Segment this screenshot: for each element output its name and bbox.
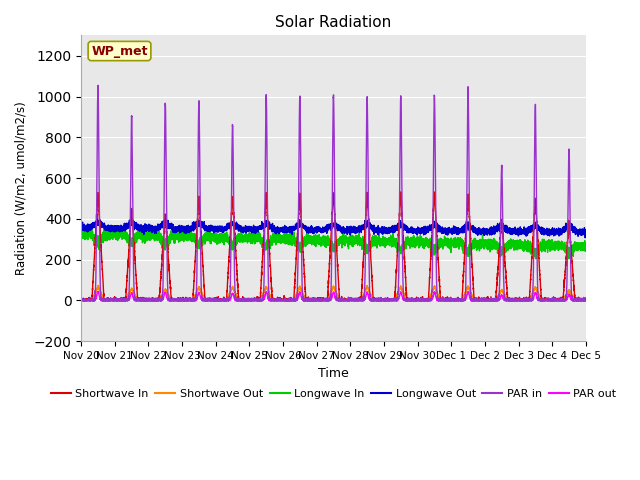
Y-axis label: Radiation (W/m2, umol/m2/s): Radiation (W/m2, umol/m2/s) bbox=[15, 101, 28, 275]
Line: PAR in: PAR in bbox=[81, 85, 586, 300]
Longwave Out bbox=[77, 225, 85, 230]
Longwave Out bbox=[561, 226, 568, 232]
Line: Longwave In: Longwave In bbox=[81, 226, 586, 259]
PAR in bbox=[94, 83, 102, 88]
Shortwave In bbox=[316, 298, 324, 303]
Line: Shortwave In: Shortwave In bbox=[81, 192, 586, 300]
Longwave In bbox=[582, 247, 589, 252]
Longwave Out bbox=[581, 235, 589, 240]
PAR out bbox=[77, 298, 85, 303]
PAR out bbox=[582, 298, 589, 303]
PAR out bbox=[460, 298, 468, 303]
PAR in bbox=[316, 298, 324, 303]
Longwave In bbox=[249, 235, 257, 240]
Shortwave In bbox=[77, 298, 85, 303]
Shortwave In bbox=[431, 189, 438, 195]
Longwave Out bbox=[582, 228, 589, 234]
Longwave In bbox=[532, 256, 540, 262]
PAR out bbox=[446, 298, 454, 304]
Longwave In bbox=[446, 242, 454, 248]
Longwave In bbox=[561, 240, 568, 245]
Title: Solar Radiation: Solar Radiation bbox=[275, 15, 392, 30]
Longwave Out bbox=[461, 222, 468, 228]
Shortwave In bbox=[249, 298, 257, 303]
X-axis label: Time: Time bbox=[318, 367, 349, 380]
Longwave Out bbox=[249, 226, 257, 231]
PAR in bbox=[446, 298, 454, 303]
PAR in bbox=[77, 298, 85, 303]
Shortwave Out bbox=[582, 298, 589, 303]
Shortwave Out bbox=[446, 298, 454, 303]
Line: Longwave Out: Longwave Out bbox=[81, 219, 586, 238]
Longwave Out bbox=[446, 229, 454, 235]
Longwave In bbox=[77, 231, 85, 237]
Shortwave In bbox=[77, 297, 85, 303]
Longwave In bbox=[179, 223, 186, 228]
PAR out bbox=[577, 298, 585, 304]
PAR out bbox=[554, 298, 562, 303]
Longwave Out bbox=[316, 228, 324, 234]
Shortwave In bbox=[561, 275, 568, 281]
PAR in bbox=[249, 298, 257, 303]
Longwave Out bbox=[554, 229, 562, 235]
Shortwave In bbox=[461, 254, 468, 260]
Shortwave Out bbox=[316, 298, 324, 303]
Shortwave Out bbox=[77, 298, 85, 303]
PAR out bbox=[561, 297, 568, 303]
Longwave In bbox=[316, 237, 324, 243]
PAR in bbox=[554, 298, 562, 303]
Legend: Shortwave In, Shortwave Out, Longwave In, Longwave Out, PAR in, PAR out: Shortwave In, Shortwave Out, Longwave In… bbox=[46, 384, 621, 403]
Shortwave Out bbox=[249, 298, 257, 303]
Shortwave In bbox=[446, 296, 454, 302]
Shortwave Out bbox=[555, 297, 563, 302]
Text: WP_met: WP_met bbox=[92, 45, 148, 58]
PAR in bbox=[582, 298, 589, 303]
Shortwave Out bbox=[77, 298, 85, 303]
Longwave In bbox=[461, 244, 468, 250]
Longwave Out bbox=[93, 216, 101, 222]
Shortwave Out bbox=[561, 295, 568, 300]
Shortwave Out bbox=[94, 283, 102, 288]
PAR out bbox=[249, 298, 257, 303]
Line: PAR out: PAR out bbox=[81, 292, 586, 301]
Shortwave In bbox=[555, 298, 563, 303]
Shortwave In bbox=[582, 298, 589, 303]
Line: Shortwave Out: Shortwave Out bbox=[81, 286, 586, 300]
PAR out bbox=[464, 289, 472, 295]
PAR out bbox=[316, 298, 324, 303]
Shortwave Out bbox=[461, 292, 468, 298]
Longwave In bbox=[555, 247, 563, 253]
PAR in bbox=[561, 298, 568, 303]
PAR in bbox=[461, 298, 468, 303]
